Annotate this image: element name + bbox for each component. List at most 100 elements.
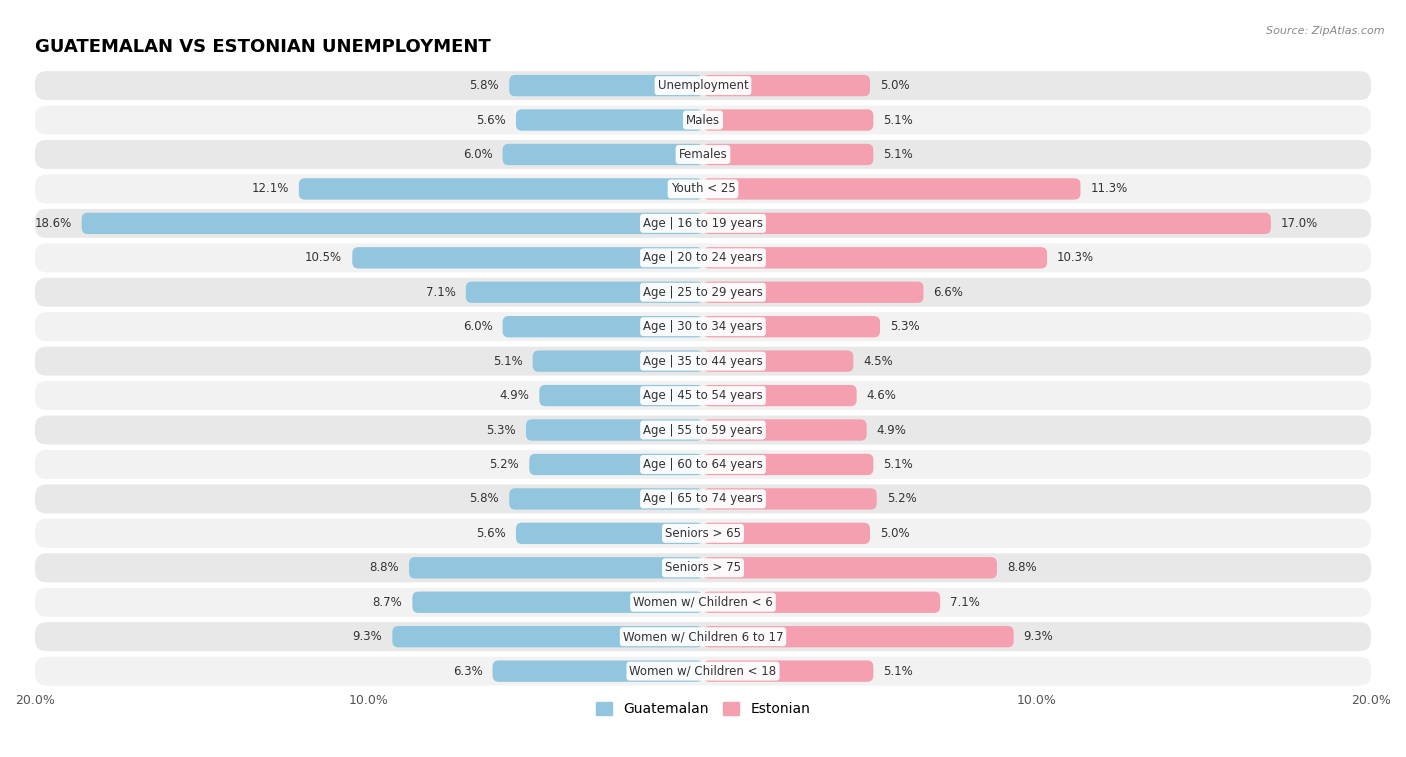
Text: 5.2%: 5.2%	[887, 492, 917, 506]
FancyBboxPatch shape	[35, 450, 1371, 479]
Text: Age | 60 to 64 years: Age | 60 to 64 years	[643, 458, 763, 471]
Text: Age | 25 to 29 years: Age | 25 to 29 years	[643, 285, 763, 299]
Text: 4.9%: 4.9%	[877, 423, 907, 437]
Text: Age | 55 to 59 years: Age | 55 to 59 years	[643, 423, 763, 437]
Text: 9.3%: 9.3%	[353, 630, 382, 643]
FancyBboxPatch shape	[35, 243, 1371, 273]
Text: 8.8%: 8.8%	[1007, 561, 1036, 575]
FancyBboxPatch shape	[35, 209, 1371, 238]
FancyBboxPatch shape	[492, 660, 703, 682]
Text: 5.6%: 5.6%	[477, 114, 506, 126]
Text: Women w/ Children < 18: Women w/ Children < 18	[630, 665, 776, 678]
Text: 5.1%: 5.1%	[494, 354, 523, 368]
Text: 10.5%: 10.5%	[305, 251, 342, 264]
Text: 4.6%: 4.6%	[866, 389, 897, 402]
Text: 5.8%: 5.8%	[470, 492, 499, 506]
Text: 8.8%: 8.8%	[370, 561, 399, 575]
FancyBboxPatch shape	[35, 105, 1371, 135]
FancyBboxPatch shape	[412, 591, 703, 613]
FancyBboxPatch shape	[703, 453, 873, 475]
FancyBboxPatch shape	[502, 316, 703, 338]
Text: Source: ZipAtlas.com: Source: ZipAtlas.com	[1267, 26, 1385, 36]
Text: Women w/ Children 6 to 17: Women w/ Children 6 to 17	[623, 630, 783, 643]
FancyBboxPatch shape	[703, 626, 1014, 647]
Text: 18.6%: 18.6%	[34, 217, 72, 230]
Text: 5.1%: 5.1%	[883, 114, 912, 126]
Legend: Guatemalan, Estonian: Guatemalan, Estonian	[591, 696, 815, 721]
Text: 7.1%: 7.1%	[426, 285, 456, 299]
Text: 5.8%: 5.8%	[470, 79, 499, 92]
FancyBboxPatch shape	[533, 350, 703, 372]
FancyBboxPatch shape	[703, 282, 924, 303]
FancyBboxPatch shape	[82, 213, 703, 234]
Text: 6.0%: 6.0%	[463, 320, 492, 333]
FancyBboxPatch shape	[703, 522, 870, 544]
Text: Age | 65 to 74 years: Age | 65 to 74 years	[643, 492, 763, 506]
FancyBboxPatch shape	[703, 350, 853, 372]
FancyBboxPatch shape	[35, 347, 1371, 375]
Text: Age | 45 to 54 years: Age | 45 to 54 years	[643, 389, 763, 402]
Text: Age | 16 to 19 years: Age | 16 to 19 years	[643, 217, 763, 230]
Text: Age | 35 to 44 years: Age | 35 to 44 years	[643, 354, 763, 368]
FancyBboxPatch shape	[35, 71, 1371, 100]
Text: 8.7%: 8.7%	[373, 596, 402, 609]
FancyBboxPatch shape	[299, 178, 703, 200]
Text: 5.1%: 5.1%	[883, 148, 912, 161]
Text: 5.1%: 5.1%	[883, 458, 912, 471]
Text: 5.0%: 5.0%	[880, 79, 910, 92]
FancyBboxPatch shape	[35, 174, 1371, 204]
FancyBboxPatch shape	[35, 312, 1371, 341]
FancyBboxPatch shape	[526, 419, 703, 441]
FancyBboxPatch shape	[703, 213, 1271, 234]
Text: Seniors > 65: Seniors > 65	[665, 527, 741, 540]
Text: 7.1%: 7.1%	[950, 596, 980, 609]
FancyBboxPatch shape	[35, 587, 1371, 617]
FancyBboxPatch shape	[509, 488, 703, 509]
Text: 5.6%: 5.6%	[477, 527, 506, 540]
Text: 4.5%: 4.5%	[863, 354, 893, 368]
Text: Females: Females	[679, 148, 727, 161]
FancyBboxPatch shape	[703, 109, 873, 131]
FancyBboxPatch shape	[409, 557, 703, 578]
FancyBboxPatch shape	[392, 626, 703, 647]
FancyBboxPatch shape	[353, 247, 703, 269]
FancyBboxPatch shape	[703, 591, 941, 613]
Text: Unemployment: Unemployment	[658, 79, 748, 92]
FancyBboxPatch shape	[703, 178, 1080, 200]
FancyBboxPatch shape	[703, 660, 873, 682]
FancyBboxPatch shape	[703, 316, 880, 338]
Text: 5.0%: 5.0%	[880, 527, 910, 540]
Text: Males: Males	[686, 114, 720, 126]
FancyBboxPatch shape	[703, 247, 1047, 269]
FancyBboxPatch shape	[703, 144, 873, 165]
Text: Seniors > 75: Seniors > 75	[665, 561, 741, 575]
FancyBboxPatch shape	[35, 278, 1371, 307]
FancyBboxPatch shape	[35, 484, 1371, 513]
FancyBboxPatch shape	[703, 557, 997, 578]
FancyBboxPatch shape	[35, 553, 1371, 582]
Text: 5.3%: 5.3%	[890, 320, 920, 333]
FancyBboxPatch shape	[35, 416, 1371, 444]
Text: GUATEMALAN VS ESTONIAN UNEMPLOYMENT: GUATEMALAN VS ESTONIAN UNEMPLOYMENT	[35, 38, 491, 56]
FancyBboxPatch shape	[509, 75, 703, 96]
Text: Youth < 25: Youth < 25	[671, 182, 735, 195]
FancyBboxPatch shape	[35, 622, 1371, 651]
FancyBboxPatch shape	[540, 385, 703, 407]
Text: Women w/ Children < 6: Women w/ Children < 6	[633, 596, 773, 609]
Text: Age | 20 to 24 years: Age | 20 to 24 years	[643, 251, 763, 264]
FancyBboxPatch shape	[516, 109, 703, 131]
FancyBboxPatch shape	[35, 140, 1371, 169]
FancyBboxPatch shape	[35, 381, 1371, 410]
FancyBboxPatch shape	[516, 522, 703, 544]
Text: 11.3%: 11.3%	[1091, 182, 1128, 195]
FancyBboxPatch shape	[703, 488, 877, 509]
Text: 10.3%: 10.3%	[1057, 251, 1094, 264]
Text: 6.6%: 6.6%	[934, 285, 963, 299]
Text: 17.0%: 17.0%	[1281, 217, 1317, 230]
Text: 5.1%: 5.1%	[883, 665, 912, 678]
Text: 5.3%: 5.3%	[486, 423, 516, 437]
FancyBboxPatch shape	[703, 385, 856, 407]
Text: 9.3%: 9.3%	[1024, 630, 1053, 643]
Text: 4.9%: 4.9%	[499, 389, 529, 402]
FancyBboxPatch shape	[703, 419, 866, 441]
